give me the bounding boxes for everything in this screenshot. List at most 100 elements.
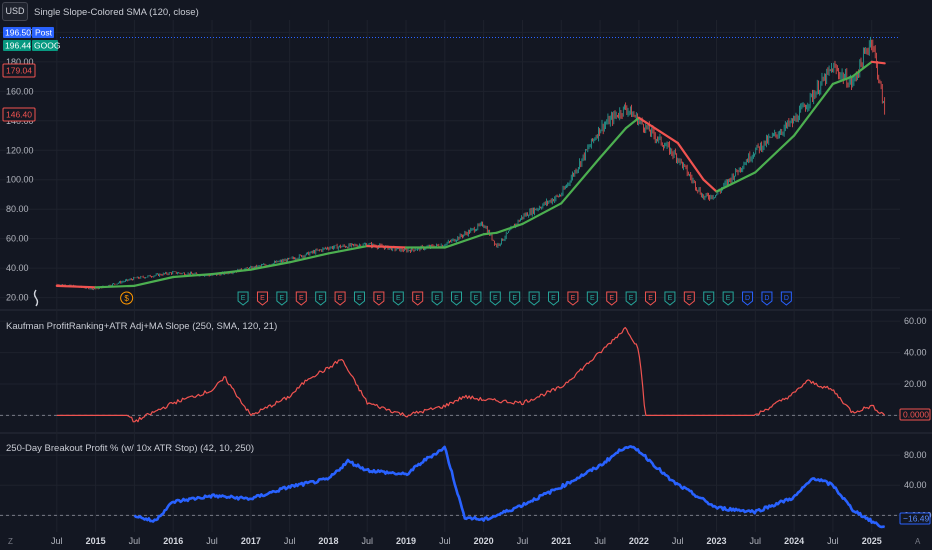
x-tick-label: 2020 xyxy=(474,536,494,546)
kaufman-last-badge-value: 0.0000 xyxy=(903,410,929,420)
x-tick-label: 2017 xyxy=(241,536,261,546)
earnings-marker-icon xyxy=(431,291,443,306)
sma-segment xyxy=(754,134,796,174)
sma-segment xyxy=(482,231,498,236)
close-badge-value: 146.40 xyxy=(6,110,32,120)
y-tick-label: 100.00 xyxy=(6,175,34,185)
y-tick-label: 40.00 xyxy=(904,348,927,358)
y-tick-label: 60.00 xyxy=(904,316,927,326)
y-tick-label: 160.00 xyxy=(6,86,34,96)
sma-segment xyxy=(676,141,705,181)
x-tick-label: Jul xyxy=(827,536,839,546)
y-tick-label: 40.00 xyxy=(6,263,29,273)
earnings-marker-label: E xyxy=(726,295,731,302)
earnings-marker-label: E xyxy=(551,295,556,302)
sma-segment xyxy=(288,252,330,264)
earnings-marker-icon xyxy=(742,291,754,306)
sma-segment xyxy=(366,244,408,249)
earnings-marker-label: E xyxy=(474,295,479,302)
earnings-marker-label: E xyxy=(706,295,711,302)
post-badge: 196.50 Post xyxy=(3,27,54,38)
breakout-last-badge-value: −16.49 xyxy=(903,514,930,524)
sma-segment xyxy=(133,275,175,287)
x-tick-label: 2023 xyxy=(706,536,726,546)
x-tick-label: 2025 xyxy=(862,536,882,546)
y-tick-label: 120.00 xyxy=(6,145,34,155)
earnings-marker-icon xyxy=(780,291,792,306)
earnings-marker-icon xyxy=(722,291,734,306)
auto-scale-icon[interactable]: A xyxy=(915,537,921,546)
breakout-pane[interactable] xyxy=(0,445,900,529)
earnings-marker-icon xyxy=(451,291,462,306)
sma-segment xyxy=(210,268,252,276)
earnings-marker-label: E xyxy=(687,295,692,302)
x-axis[interactable]: Jul 2015 Jul 2016 Jul 2017 Jul 2018 Jul 2019 Jul 20… xyxy=(51,536,882,546)
earnings-marker-icon xyxy=(373,291,385,306)
x-tick-label: 2015 xyxy=(86,536,106,546)
sma-segment xyxy=(495,222,524,234)
sma-badge-value: 179.04 xyxy=(6,66,32,76)
earnings-marker-icon xyxy=(528,291,540,306)
earnings-marker-label: D xyxy=(745,295,750,302)
earnings-marker-label: E xyxy=(609,295,614,302)
sma-segment xyxy=(637,116,679,144)
earnings-marker-icon xyxy=(489,291,501,306)
sma-segment xyxy=(598,127,628,159)
last-price-badge-value: 196.44 xyxy=(5,41,31,51)
earnings-marker-label: E xyxy=(280,295,285,302)
sma-segment xyxy=(327,244,369,255)
sma-badge: 179.04 xyxy=(2,63,36,78)
earnings-marker-icon xyxy=(664,291,676,306)
y-tick-label: 20.00 xyxy=(6,293,29,303)
sma-segment xyxy=(702,178,718,193)
sma-segment xyxy=(443,233,485,249)
post-badge-value: 196.50 xyxy=(5,28,31,38)
earnings-marker-label: E xyxy=(357,295,362,302)
x-tick-label: Jul xyxy=(51,536,63,546)
earnings-marker-icon xyxy=(625,291,637,306)
breakout-pane-title: 250-Day Breakout Profit % (w/ 10x ATR St… xyxy=(6,443,254,454)
x-tick-label: 2024 xyxy=(784,536,804,546)
sma-segment xyxy=(94,284,136,289)
earnings-marker-icon xyxy=(392,291,404,306)
earnings-marker-icon xyxy=(645,291,657,306)
x-tick-label: 2018 xyxy=(318,536,338,546)
kaufman-pane-title: Kaufman ProfitRanking+ATR Adj+MA Slope (… xyxy=(6,321,277,332)
earnings-marker-label: E xyxy=(241,295,246,302)
earnings-marker-icon xyxy=(334,291,346,306)
earnings-marker-icon xyxy=(237,291,249,306)
dividend-marker-icon xyxy=(120,291,134,305)
earnings-marker-label: E xyxy=(571,295,576,302)
earnings-marker-icon xyxy=(412,291,424,306)
x-tick-label: Jul xyxy=(206,536,218,546)
timezone-icon[interactable]: Z xyxy=(8,537,13,546)
x-tick-label: 2021 xyxy=(551,536,571,546)
y-tick-label: 180.00 xyxy=(6,57,34,67)
kaufman-pane[interactable] xyxy=(0,326,900,423)
sma-segment xyxy=(249,261,291,271)
earnings-marker-icon xyxy=(606,291,618,306)
sma-segment xyxy=(55,284,97,289)
sma-segment xyxy=(793,82,835,137)
earnings-marker-icon xyxy=(353,291,365,306)
earnings-marker-label: E xyxy=(377,295,382,302)
price-pane[interactable]: $ E E E E E E E E E E E E E E E E E E E E E E E E E E D D D xyxy=(55,36,900,306)
earnings-marker-icon xyxy=(761,291,773,306)
y-tick-label: 20.00 xyxy=(904,379,927,389)
earnings-marker-label: E xyxy=(435,295,440,302)
last-price-badge-label: GOOG xyxy=(34,41,60,51)
sma-segment xyxy=(172,272,214,279)
sma-segment xyxy=(715,171,757,193)
y-tick-label: 60.00 xyxy=(6,234,29,244)
scroll-handle-icon[interactable] xyxy=(33,289,39,307)
earnings-marker-label: E xyxy=(338,295,343,302)
earnings-marker-label: E xyxy=(318,295,323,302)
y-tick-label: 80.00 xyxy=(6,204,29,214)
x-tick-label: Jul xyxy=(361,536,373,546)
earnings-marker-icon xyxy=(567,291,579,306)
earnings-marker-icon xyxy=(276,291,288,306)
currency-selector[interactable]: USD xyxy=(2,2,28,21)
sma-line xyxy=(55,60,886,289)
price-pane-title: Single Slope-Colored SMA (120, close) xyxy=(34,7,199,18)
